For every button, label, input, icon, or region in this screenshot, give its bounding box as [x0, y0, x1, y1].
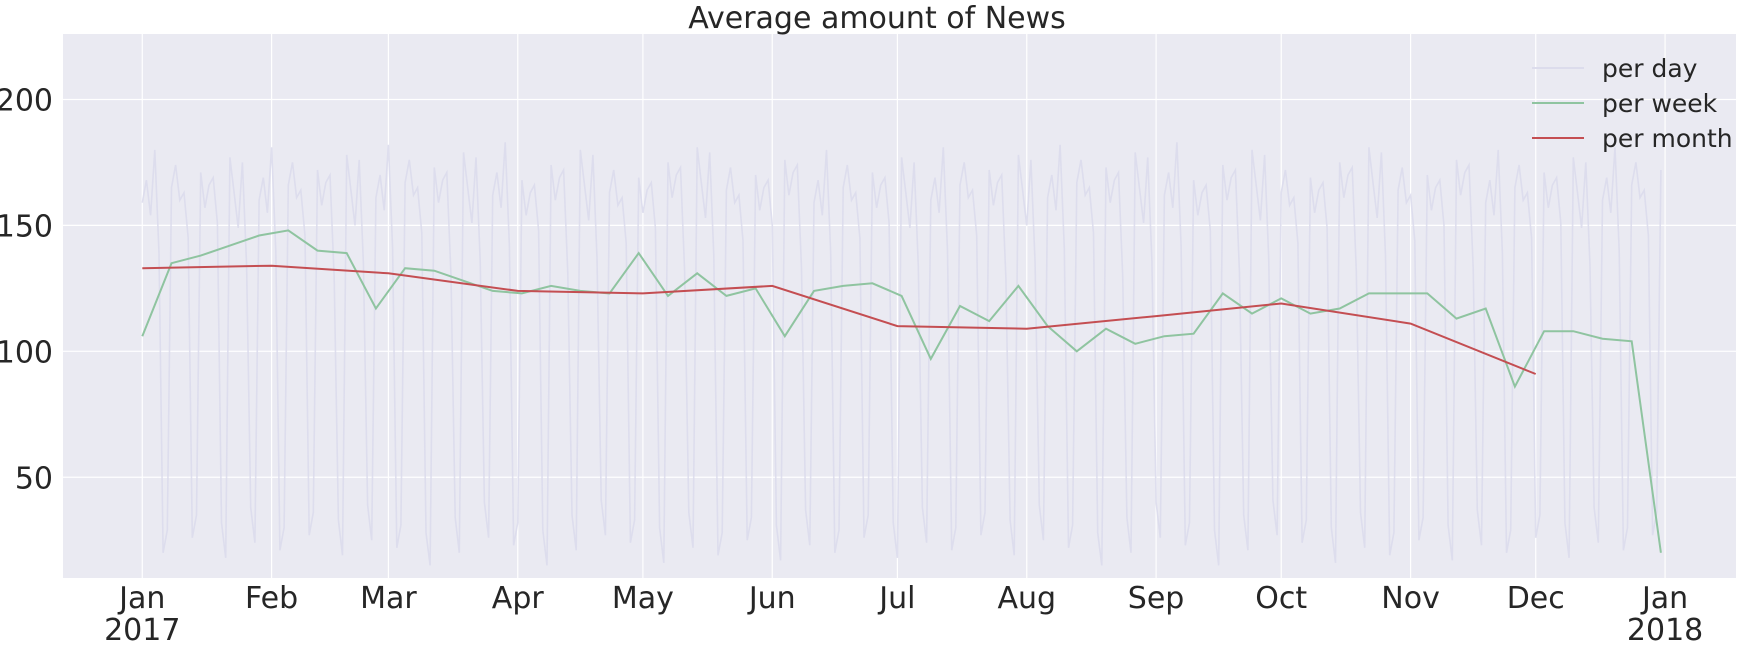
x-tick-sublabel: 2017 [104, 613, 180, 648]
legend: per day per week per month [1532, 54, 1733, 153]
series-line-per-day [141, 142, 1662, 566]
x-tick-label: Jan [1640, 581, 1688, 616]
chart-title: Average amount of News [688, 1, 1066, 36]
x-tick-label: May [612, 581, 674, 616]
x-tick-label: Sep [1128, 581, 1185, 616]
y-axis-ticks: 50 100 150 200 [0, 83, 53, 496]
x-tick-label: Jun [747, 581, 796, 616]
series-line-per-week [141, 229, 1662, 553]
y-tick-label: 50 [15, 461, 53, 496]
legend-label: per week [1602, 89, 1718, 118]
series-line-per-month [142, 264, 1537, 375]
legend-label: per month [1602, 124, 1733, 153]
x-tick-label: Feb [245, 581, 298, 616]
x-tick-label: Aug [997, 581, 1056, 616]
x-tick-sublabel: 2018 [1627, 613, 1703, 648]
y-tick-label: 200 [0, 83, 53, 118]
x-tick-label: Dec [1507, 581, 1565, 616]
series-layer [141, 142, 1662, 566]
y-tick-label: 100 [0, 335, 53, 370]
legend-label: per day [1602, 54, 1698, 83]
x-tick-label: Oct [1255, 581, 1307, 616]
x-tick-label: Apr [492, 581, 545, 616]
x-tick-label: Jul [877, 581, 915, 616]
x-tick-label: Nov [1381, 581, 1440, 616]
x-tick-label: Mar [360, 581, 417, 616]
y-tick-label: 150 [0, 209, 53, 244]
x-tick-label: Jan [117, 581, 165, 616]
